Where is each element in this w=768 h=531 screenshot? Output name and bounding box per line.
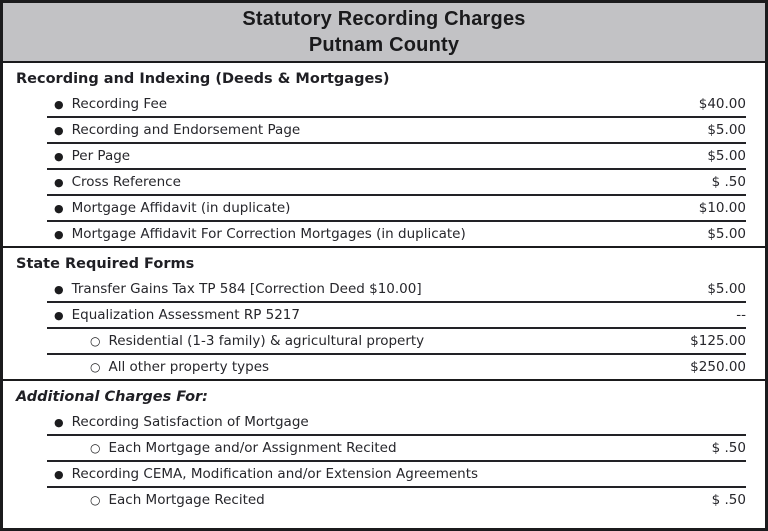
fee-row-equalization-assessment: ● Equalization Assessment RP 5217 -- (47, 303, 746, 329)
fee-row-mortgage-affidavit-correction: ● Mortgage Affidavit For Correction Mort… (47, 222, 746, 246)
fee-amount: $250.00 (690, 359, 746, 375)
section-heading: State Required Forms (16, 256, 195, 272)
fee-row-residential-agricultural: ○ Residential (1-3 family) & agricultura… (47, 329, 746, 355)
fee-label: Cross Reference (71, 174, 181, 190)
fee-row-each-mortgage-recited: ○ Each Mortgage Recited $ .50 (47, 488, 746, 512)
fee-amount: $ .50 (711, 174, 746, 190)
section-recording-and-indexing: Recording and Indexing (Deeds & Mortgage… (3, 63, 765, 246)
fee-amount: $125.00 (690, 333, 746, 349)
open-circle-icon: ○ (90, 334, 101, 348)
bullet-icon: ● (54, 467, 64, 481)
fee-amount: $ .50 (711, 492, 746, 508)
fee-amount: $40.00 (698, 96, 746, 112)
bullet-icon: ● (54, 282, 64, 296)
fee-rows: ● Recording Satisfaction of Mortgage ○ E… (3, 410, 765, 512)
section-additional-charges: Additional Charges For: ● Recording Sati… (3, 379, 765, 528)
fee-label: All other property types (108, 359, 270, 375)
fee-label: Recording Satisfaction of Mortgage (71, 414, 309, 430)
bullet-icon: ● (54, 123, 64, 137)
page-header: Statutory Recording Charges Putnam Count… (3, 3, 765, 63)
open-circle-icon: ○ (90, 493, 101, 507)
bullet-icon: ● (54, 175, 64, 189)
fee-amount: $5.00 (707, 281, 746, 297)
fee-amount: $ .50 (711, 440, 746, 456)
fee-row-recording-satisfaction: ● Recording Satisfaction of Mortgage (47, 410, 746, 436)
fee-label: Per Page (71, 148, 131, 164)
fee-row-endorsement-page: ● Recording and Endorsement Page $5.00 (47, 118, 746, 144)
section-heading: Additional Charges For: (16, 389, 208, 405)
fee-label: Mortgage Affidavit (in duplicate) (71, 200, 291, 216)
bullet-icon: ● (54, 227, 64, 241)
fee-label: Transfer Gains Tax TP 584 [Correction De… (71, 281, 422, 297)
fee-row-mortgage-affidavit: ● Mortgage Affidavit (in duplicate) $10.… (47, 196, 746, 222)
open-circle-icon: ○ (90, 441, 101, 455)
fee-rows: ● Transfer Gains Tax TP 584 [Correction … (3, 277, 765, 379)
page-title: Statutory Recording Charges (242, 8, 526, 30)
page-subtitle: Putnam County (308, 34, 460, 56)
fee-row-recording-cema: ● Recording CEMA, Modification and/or Ex… (47, 462, 746, 488)
fee-row-all-other-property: ○ All other property types $250.00 (47, 355, 746, 379)
fee-row-cross-reference: ● Cross Reference $ .50 (47, 170, 746, 196)
bullet-icon: ● (54, 97, 64, 111)
section-state-required-forms: State Required Forms ● Transfer Gains Ta… (3, 246, 765, 379)
fee-amount: -- (736, 307, 746, 323)
fee-rows: ● Recording Fee $40.00 ● Recording and E… (3, 92, 765, 246)
section-heading: Recording and Indexing (Deeds & Mortgage… (16, 71, 390, 87)
fee-row-recording-fee: ● Recording Fee $40.00 (47, 92, 746, 118)
bullet-icon: ● (54, 415, 64, 429)
fee-row-per-page: ● Per Page $5.00 (47, 144, 746, 170)
bullet-icon: ● (54, 149, 64, 163)
bullet-icon: ● (54, 201, 64, 215)
fee-label: Residential (1-3 family) & agricultural … (108, 333, 425, 349)
fee-label: Equalization Assessment RP 5217 (71, 307, 300, 323)
fee-label: Mortgage Affidavit For Correction Mortga… (71, 226, 466, 242)
fee-amount: $10.00 (698, 200, 746, 216)
fee-amount: $5.00 (707, 148, 746, 164)
fee-label: Recording CEMA, Modification and/or Exte… (71, 466, 479, 482)
fee-row-transfer-gains-tax: ● Transfer Gains Tax TP 584 [Correction … (47, 277, 746, 303)
fee-label: Each Mortgage Recited (108, 492, 265, 508)
fee-amount: $5.00 (707, 226, 746, 242)
open-circle-icon: ○ (90, 360, 101, 374)
bullet-icon: ● (54, 308, 64, 322)
fee-amount: $5.00 (707, 122, 746, 138)
fee-label: Recording Fee (71, 96, 168, 112)
fee-label: Recording and Endorsement Page (71, 122, 301, 138)
fee-row-each-mortgage-assignment-recited: ○ Each Mortgage and/or Assignment Recite… (47, 436, 746, 462)
fee-label: Each Mortgage and/or Assignment Recited (108, 440, 397, 456)
